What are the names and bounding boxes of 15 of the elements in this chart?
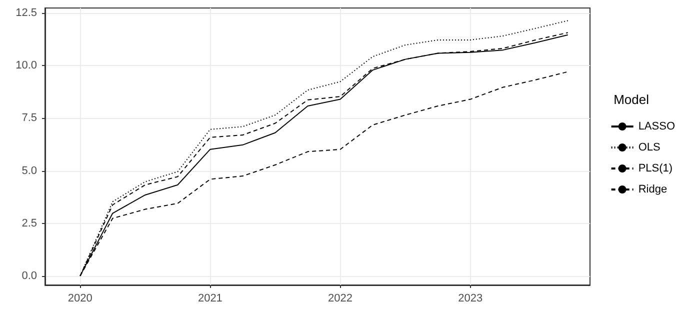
y-tick-label: 10.0 (16, 60, 37, 72)
y-tick-label: 7.5 (22, 112, 37, 124)
y-tick-label: 0.0 (22, 270, 37, 282)
x-tick-label: 2020 (68, 292, 92, 304)
legend-label: LASSO (638, 120, 676, 132)
x-tick-label: 2021 (198, 292, 222, 304)
y-tick-label: 12.5 (16, 7, 37, 20)
y-tick-label: 5.0 (22, 164, 37, 177)
legend-label: PLS(1) (638, 162, 673, 174)
y-tick-label: 2.5 (22, 217, 37, 230)
legend-label: Ridge (638, 184, 668, 196)
x-tick-label: 2023 (458, 292, 483, 304)
legend-title: Model (614, 92, 650, 107)
legend-label: OLS (638, 142, 660, 154)
x-tick-label: 2022 (328, 292, 353, 304)
